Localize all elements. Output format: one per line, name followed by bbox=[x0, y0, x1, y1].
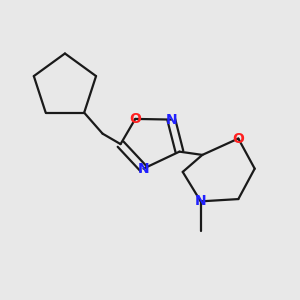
Text: O: O bbox=[232, 131, 244, 146]
Text: N: N bbox=[195, 194, 206, 208]
Text: O: O bbox=[129, 112, 141, 126]
Text: N: N bbox=[138, 162, 149, 176]
Text: N: N bbox=[166, 112, 177, 127]
